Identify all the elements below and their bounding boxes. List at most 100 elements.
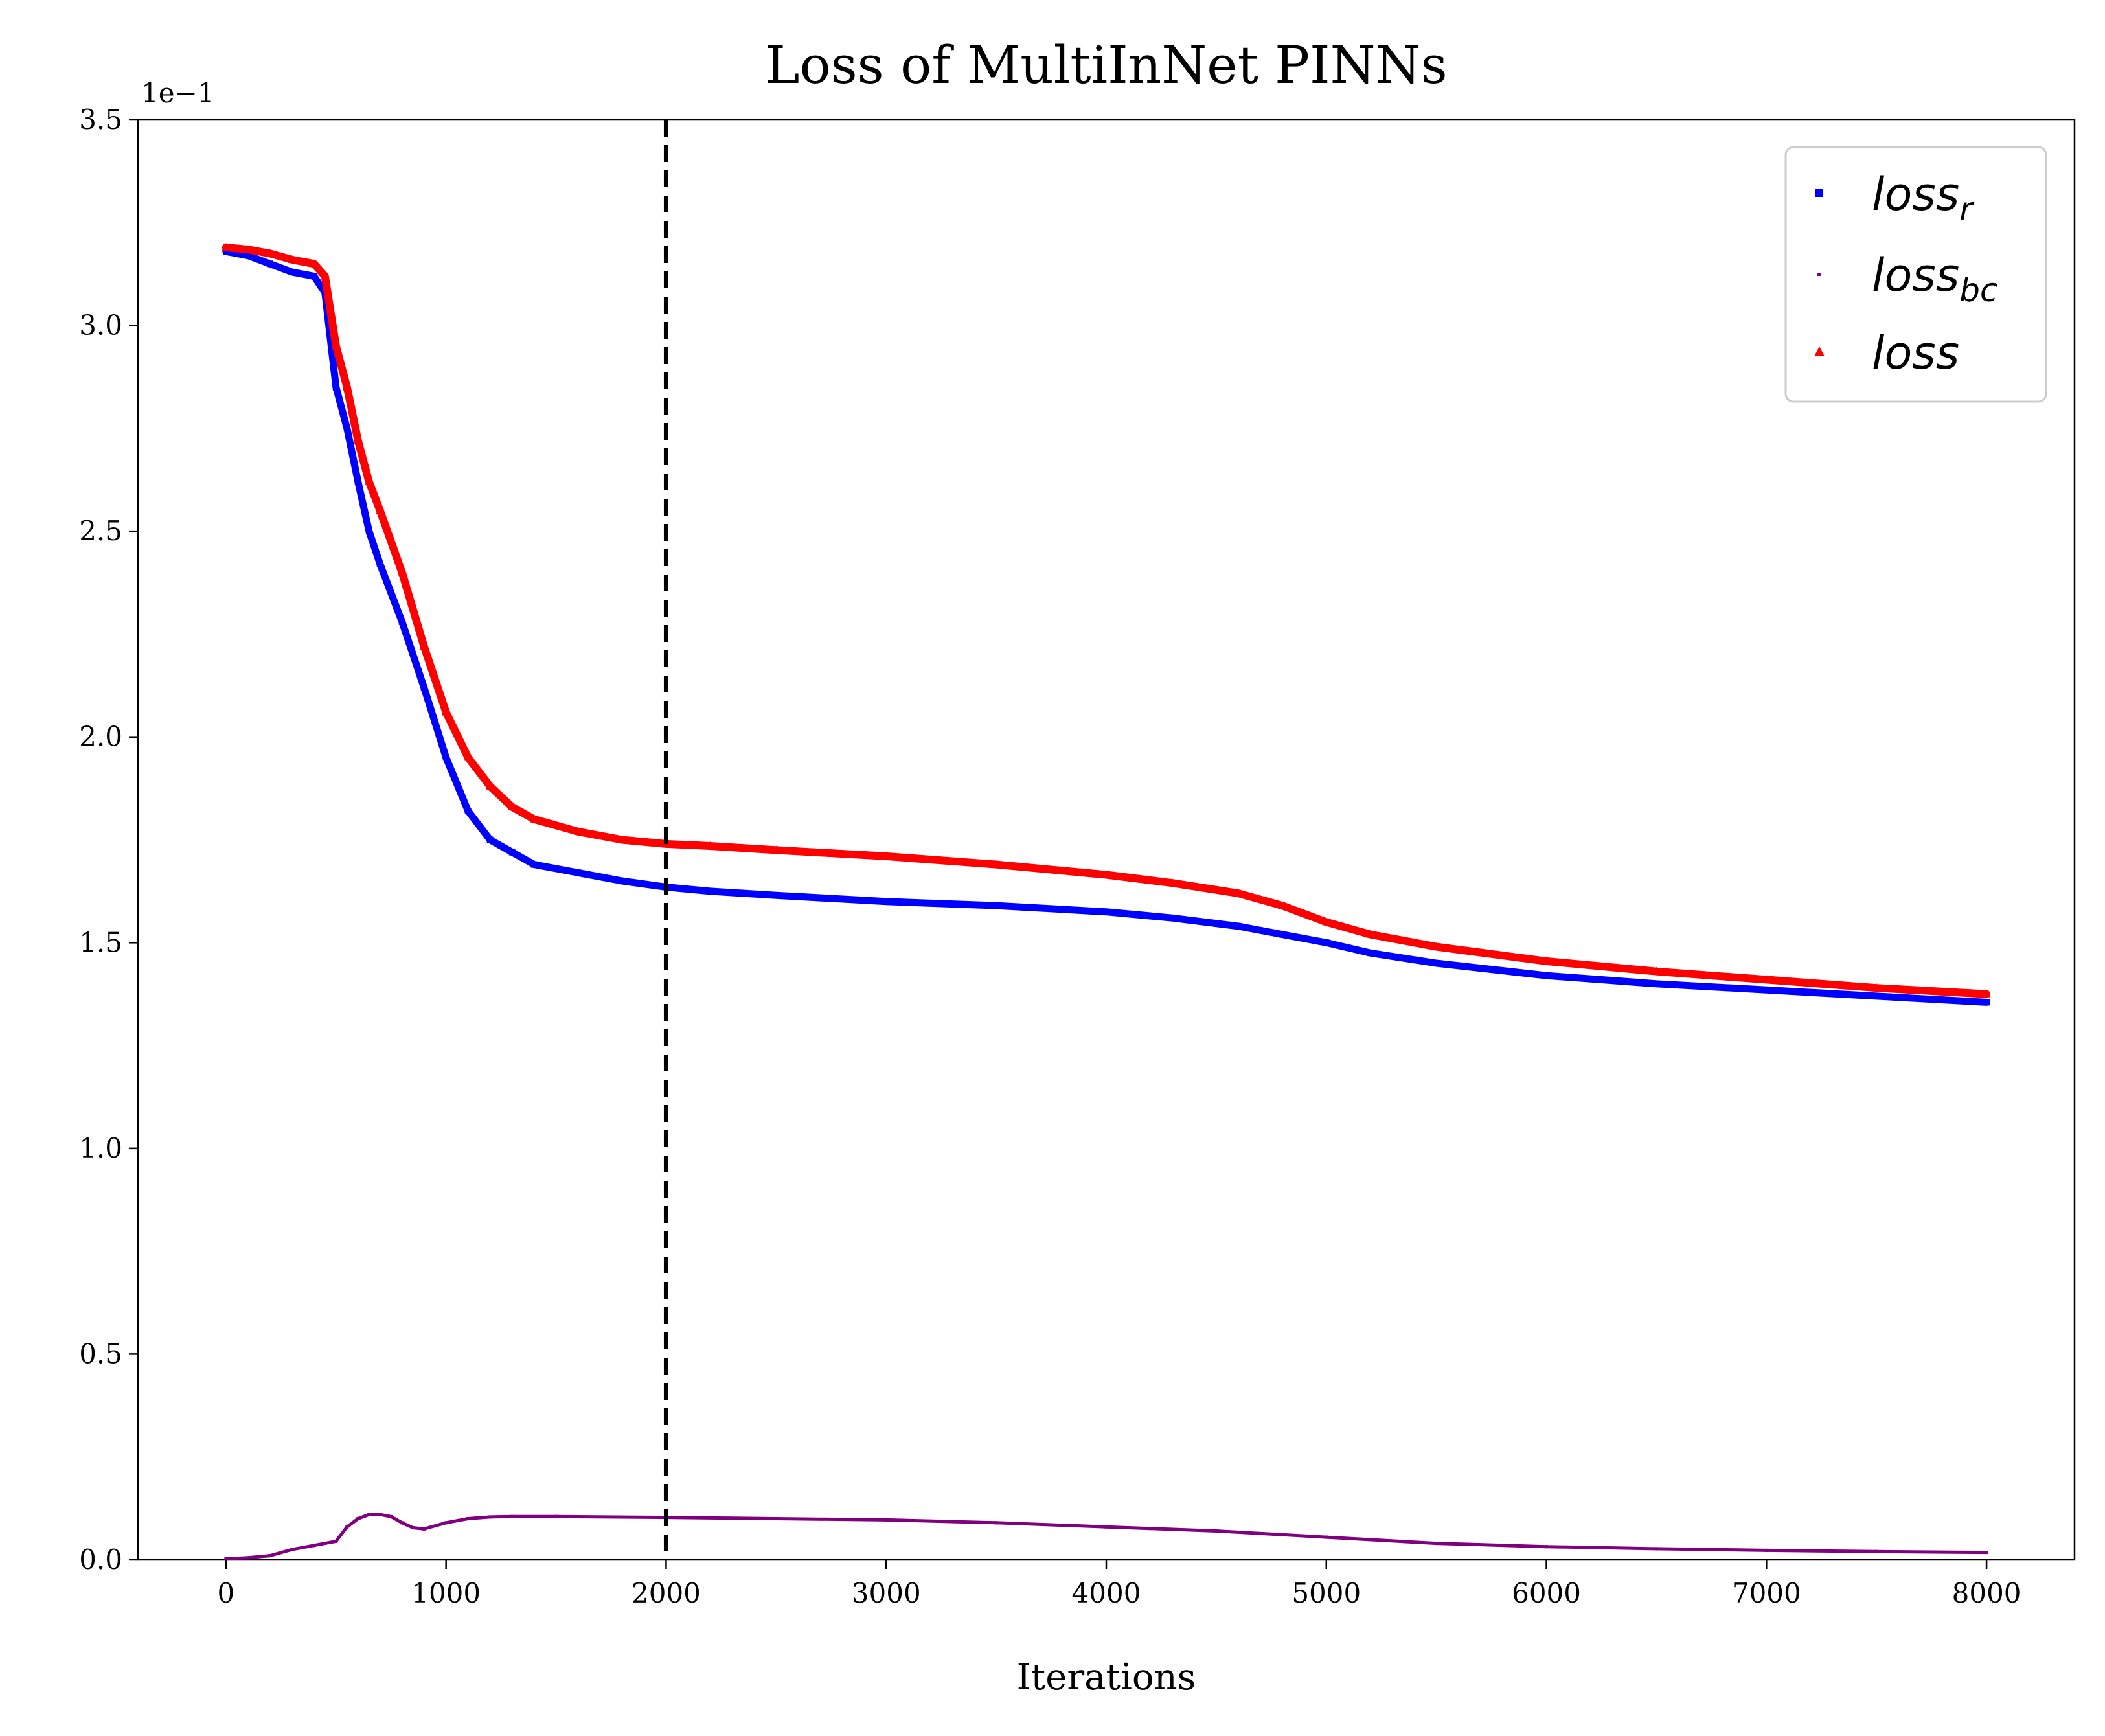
y-tick-label: 1.5 [79, 926, 122, 958]
legend-label-loss_r: lossr [1872, 168, 1975, 228]
data-point [1542, 956, 1551, 965]
data-point [707, 887, 714, 895]
data-point [466, 1516, 470, 1520]
data-point [420, 641, 429, 650]
data-point [884, 1518, 888, 1522]
data-point [464, 753, 473, 761]
data-point [400, 1521, 404, 1525]
data-point [1543, 972, 1550, 979]
y-tick-label: 2.5 [79, 515, 122, 547]
data-point [365, 528, 372, 535]
plot-area [137, 119, 2076, 1561]
data-point [1168, 915, 1176, 922]
data-point [486, 781, 495, 790]
data-point [244, 252, 251, 259]
data-point [310, 259, 319, 268]
data-point [1322, 917, 1331, 926]
data-point [705, 841, 714, 850]
data-point [288, 255, 297, 263]
data-point [398, 567, 407, 576]
data-point [444, 1521, 448, 1525]
data-point [1214, 1529, 1218, 1533]
data-point [618, 835, 626, 843]
data-point [575, 869, 582, 876]
data-point [486, 836, 494, 843]
y-tick-label: 3.5 [79, 104, 122, 135]
data-point [619, 878, 626, 885]
data-point [1433, 960, 1440, 967]
data-point [378, 1513, 382, 1516]
data-point [1278, 901, 1287, 909]
data-point [1234, 889, 1243, 897]
series-loss_bc [224, 1513, 1988, 1560]
series-loss_r [222, 247, 1990, 1006]
data-point [312, 1544, 316, 1548]
data-point [442, 754, 449, 761]
data-point [422, 1527, 426, 1531]
data-point [222, 248, 229, 255]
data-point [367, 1513, 371, 1516]
data-point [222, 242, 231, 251]
data-point [266, 249, 275, 257]
data-point [244, 245, 253, 253]
x-tick-label: 3000 [852, 1577, 921, 1609]
y-axis-offset-text: 1e−1 [141, 77, 215, 109]
data-point [321, 271, 330, 280]
x-tick-label: 7000 [1732, 1577, 1801, 1609]
data-point [398, 618, 405, 625]
y-tick-label: 1.0 [79, 1132, 122, 1164]
data-point [288, 269, 295, 276]
data-point [246, 1556, 250, 1560]
data-point [464, 808, 472, 815]
data-point [510, 1514, 514, 1518]
data-point [530, 814, 539, 823]
data-point [994, 1521, 998, 1525]
data-point [345, 1525, 349, 1529]
data-point [771, 845, 780, 854]
data-point [883, 898, 890, 905]
data-point [488, 1515, 492, 1519]
data-point [508, 802, 517, 810]
data-point [1764, 1548, 1768, 1552]
data-point [389, 1514, 393, 1518]
y-tick-label: 0.5 [79, 1338, 122, 1369]
y-tick-label: 2.0 [79, 721, 122, 753]
data-point [1325, 1535, 1328, 1539]
data-point [365, 477, 374, 485]
series-loss-trace [222, 243, 1991, 998]
x-tick-label: 4000 [1072, 1577, 1141, 1609]
data-point [442, 707, 451, 716]
legend-label-loss: loss [1872, 326, 1959, 380]
data-point [310, 273, 317, 280]
data-point [354, 478, 361, 485]
data-point [1235, 922, 1242, 930]
data-point [574, 827, 583, 835]
data-point [420, 684, 427, 691]
data-point [1102, 870, 1111, 878]
series-loss_bc-trace [224, 1513, 1988, 1560]
data-point [354, 436, 363, 444]
x-tick-label: 1000 [411, 1577, 481, 1609]
data-point [508, 849, 516, 856]
data-point [332, 341, 341, 350]
data-point [268, 1554, 272, 1558]
data-point [1279, 931, 1286, 938]
data-point [1435, 1542, 1439, 1546]
chart-title: Loss of MultiInNet PINNs [765, 35, 1447, 95]
data-point [1983, 999, 1990, 1006]
legend-marker-loss [1814, 347, 1825, 356]
data-point [773, 892, 780, 899]
data-point [1323, 939, 1330, 946]
data-point [332, 383, 339, 391]
data-point [1985, 1551, 1988, 1555]
data-point [1432, 942, 1441, 950]
x-tick-label: 8000 [1952, 1577, 2021, 1609]
data-point [1367, 950, 1374, 957]
legend-marker-loss_r [1815, 189, 1823, 197]
x-axis-label: Iterations [1017, 1656, 1196, 1698]
data-point [1103, 908, 1109, 915]
data-point [1874, 1549, 1878, 1553]
data-point [266, 260, 273, 268]
